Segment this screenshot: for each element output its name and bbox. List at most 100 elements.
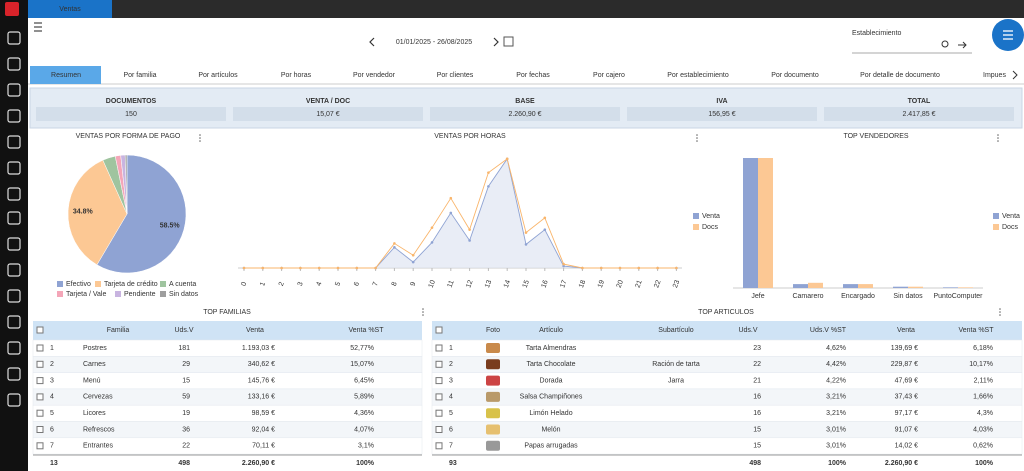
more-menu[interactable]: [696, 137, 698, 139]
more-menu[interactable]: [999, 314, 1001, 316]
calendar-icon[interactable]: [503, 36, 514, 47]
line: [244, 158, 677, 269]
checkbox[interactable]: [435, 442, 443, 450]
column-header[interactable]: Venta: [897, 327, 915, 334]
pie-label: 34.8%: [73, 208, 94, 215]
tab[interactable]: Por cajero: [593, 72, 625, 79]
sidebar-icon[interactable]: [7, 341, 21, 355]
kpi-label: VENTA / DOC: [306, 98, 350, 105]
tab[interactable]: Por familia: [123, 72, 156, 79]
tab[interactable]: Impuest: [983, 72, 1008, 79]
more-menu[interactable]: [199, 140, 201, 142]
checkbox[interactable]: [435, 344, 443, 352]
legend-label: Tarjeta / Vale: [66, 291, 106, 298]
column-header[interactable]: Uds.V: [174, 327, 193, 334]
table-title: TOP ARTICULOS: [698, 309, 754, 316]
checkbox[interactable]: [435, 326, 443, 334]
checkbox[interactable]: [36, 377, 44, 385]
table-total: 100%: [356, 460, 375, 467]
more-menu[interactable]: [997, 134, 999, 136]
tab-active[interactable]: [30, 66, 101, 84]
kpi-box: [824, 107, 1014, 121]
tabs-next[interactable]: [1012, 70, 1018, 80]
sidebar-icon[interactable]: [7, 367, 21, 381]
point: [675, 266, 678, 270]
more-menu[interactable]: [422, 314, 424, 316]
column-header[interactable]: Familia: [107, 327, 130, 334]
tab[interactable]: Por horas: [281, 72, 312, 79]
prev-arrow[interactable]: [369, 37, 375, 47]
sidebar-icon[interactable]: [7, 393, 21, 407]
more-menu[interactable]: [422, 308, 424, 310]
tab[interactable]: Resumen: [51, 72, 81, 79]
column-header[interactable]: Subartículo: [658, 327, 694, 334]
checkbox[interactable]: [435, 377, 443, 385]
tab[interactable]: Por documento: [771, 72, 819, 79]
search-icon[interactable]: [941, 40, 949, 48]
tab[interactable]: Por artículos: [198, 72, 238, 79]
more-menu[interactable]: [999, 311, 1001, 313]
sidebar-icon[interactable]: [7, 289, 21, 303]
checkbox[interactable]: [36, 442, 44, 450]
checkbox[interactable]: [36, 326, 44, 334]
more-menu[interactable]: [199, 134, 201, 136]
app-tab[interactable]: [28, 0, 112, 18]
more-menu[interactable]: [999, 308, 1001, 310]
more-menu[interactable]: [696, 140, 698, 142]
point: [505, 157, 509, 161]
more-menu[interactable]: [199, 137, 201, 139]
sidebar-icon[interactable]: [7, 135, 21, 149]
sidebar-icon[interactable]: [7, 263, 21, 277]
column-header[interactable]: Venta: [246, 327, 264, 334]
sidebar-icon[interactable]: [7, 161, 21, 175]
table-header: [33, 321, 422, 340]
checkbox[interactable]: [435, 409, 443, 417]
tab[interactable]: Por clientes: [437, 72, 474, 79]
sidebar-icon[interactable]: [7, 237, 21, 251]
column-header[interactable]: Artículo: [539, 327, 563, 334]
go-icon[interactable]: [958, 41, 967, 49]
sidebar-icon[interactable]: [7, 109, 21, 123]
sidebar-icon[interactable]: [7, 187, 21, 201]
sidebar-icon[interactable]: [7, 211, 21, 225]
column-header[interactable]: Foto: [486, 327, 500, 334]
tab[interactable]: Por establecimiento: [667, 72, 729, 79]
point: [524, 231, 528, 234]
tab[interactable]: Por vendedor: [353, 72, 396, 79]
x-tick-label: 23: [672, 279, 681, 289]
point: [299, 266, 302, 270]
table-cell: 6,45%: [354, 377, 374, 384]
checkbox[interactable]: [36, 426, 44, 433]
column-header[interactable]: Venta %ST: [348, 327, 384, 334]
legend-label: Docs: [702, 224, 718, 231]
bar: [858, 284, 873, 288]
tab[interactable]: Por detalle de documento: [860, 72, 940, 79]
checkbox[interactable]: [36, 409, 44, 417]
x-tick-label: 12: [465, 279, 474, 289]
checkbox[interactable]: [435, 360, 443, 368]
sidebar-icon[interactable]: [7, 31, 21, 45]
checkbox[interactable]: [435, 393, 443, 401]
sidebar-icon[interactable]: [7, 315, 21, 329]
tab[interactable]: Por fechas: [516, 72, 550, 79]
more-menu[interactable]: [696, 134, 698, 136]
column-header[interactable]: Uds.V: [738, 327, 757, 334]
more-menu[interactable]: [997, 140, 999, 142]
more-menu[interactable]: [997, 137, 999, 139]
checkbox[interactable]: [36, 393, 44, 401]
table-cell: 3: [50, 377, 54, 384]
next-arrow[interactable]: [493, 37, 499, 47]
pie-label: 58.5%: [160, 223, 181, 230]
x-tick-label: Camarero: [792, 293, 823, 300]
more-menu[interactable]: [422, 311, 424, 313]
sidebar-icon[interactable]: [7, 57, 21, 71]
sidebar-icon[interactable]: [7, 83, 21, 97]
column-header[interactable]: Uds.V %ST: [810, 327, 847, 334]
legend-swatch: [57, 281, 63, 287]
checkbox[interactable]: [36, 360, 44, 368]
checkbox[interactable]: [435, 426, 443, 433]
checkbox[interactable]: [36, 344, 44, 352]
x-tick-label: 15: [522, 279, 531, 289]
column-header[interactable]: Venta %ST: [958, 327, 994, 334]
